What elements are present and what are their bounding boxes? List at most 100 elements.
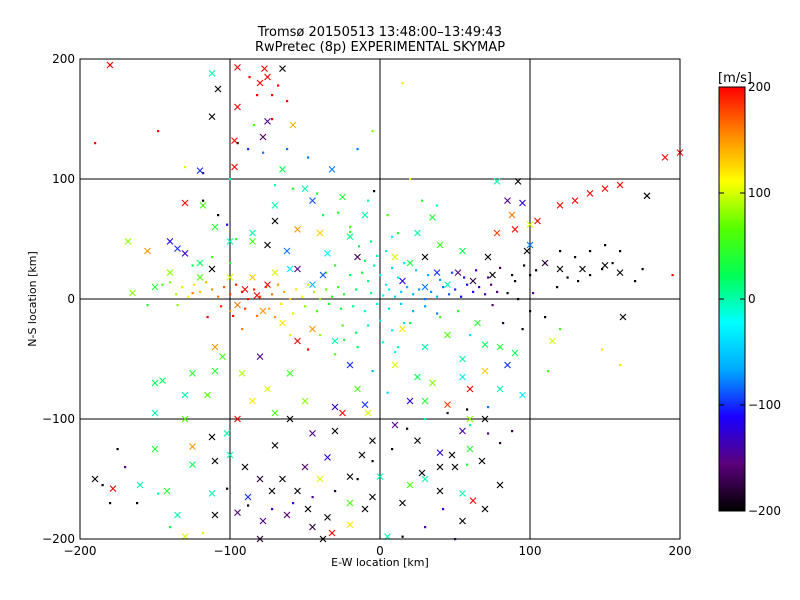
data-point-dot bbox=[355, 288, 358, 291]
data-point-dot bbox=[356, 478, 359, 481]
data-point-cross bbox=[324, 454, 331, 461]
data-point-cross bbox=[279, 65, 286, 72]
data-point-dot bbox=[262, 151, 265, 154]
data-point-dot bbox=[379, 274, 382, 277]
colorbar-tick-label: 100 bbox=[748, 186, 771, 200]
data-point-cross bbox=[619, 313, 627, 321]
data-point-cross bbox=[208, 113, 216, 120]
x-tick-label: 100 bbox=[519, 544, 542, 558]
data-point-dot bbox=[184, 166, 187, 169]
data-point-dot bbox=[496, 290, 499, 293]
data-point-cross bbox=[346, 499, 354, 507]
data-point-cross bbox=[369, 437, 376, 444]
data-point-dot bbox=[386, 391, 389, 394]
chart-title-line2: RwPretec (8p) EXPERIMENTAL SKYMAP bbox=[255, 40, 505, 55]
data-point-dot bbox=[424, 305, 427, 308]
data-point-dot bbox=[436, 312, 439, 315]
data-point-cross bbox=[268, 487, 276, 495]
data-point-cross bbox=[124, 238, 132, 245]
data-point-dot bbox=[457, 310, 460, 313]
data-point-cross bbox=[489, 271, 496, 279]
data-point-dot bbox=[521, 328, 524, 331]
data-point-cross bbox=[316, 475, 324, 483]
data-point-dot bbox=[253, 288, 256, 291]
data-point-cross bbox=[301, 397, 309, 405]
data-point-dot bbox=[400, 302, 403, 305]
data-point-dot bbox=[169, 281, 172, 284]
grid-lines bbox=[80, 59, 680, 539]
data-point-dot bbox=[436, 204, 439, 207]
data-point-cross bbox=[91, 475, 99, 483]
data-point-dot bbox=[379, 319, 382, 322]
data-point-cross bbox=[459, 355, 466, 363]
data-point-cross bbox=[264, 385, 271, 393]
data-point-cross bbox=[211, 223, 219, 231]
data-points bbox=[91, 61, 684, 543]
data-point-dot bbox=[604, 244, 607, 247]
data-point-cross bbox=[469, 277, 477, 285]
data-point-cross bbox=[484, 253, 492, 261]
data-point-cross bbox=[451, 463, 459, 471]
data-point-cross bbox=[324, 514, 331, 521]
data-point-cross bbox=[226, 451, 234, 459]
data-point-cross bbox=[163, 487, 171, 495]
data-point-cross bbox=[181, 199, 189, 207]
data-point-dot bbox=[157, 130, 160, 133]
data-point-dot bbox=[307, 348, 310, 351]
data-point-dot bbox=[206, 316, 209, 319]
data-point-cross bbox=[196, 274, 204, 281]
data-point-dot bbox=[202, 532, 205, 535]
data-point-dot bbox=[412, 293, 415, 296]
data-point-dot bbox=[229, 310, 232, 313]
data-point-dot bbox=[311, 496, 314, 499]
x-tick-label: −100 bbox=[214, 544, 247, 558]
data-point-cross bbox=[361, 505, 369, 513]
y-tick-label: −100 bbox=[42, 412, 75, 426]
data-point-dot bbox=[619, 250, 622, 253]
data-point-dot bbox=[577, 280, 580, 283]
y-tick-label: 200 bbox=[52, 52, 75, 66]
data-point-cross bbox=[283, 511, 291, 519]
data-point-dot bbox=[566, 276, 569, 279]
colorbar-title: [m/s] bbox=[718, 71, 752, 86]
data-point-dot bbox=[601, 348, 604, 351]
data-point-dot bbox=[466, 408, 469, 411]
data-point-dot bbox=[415, 269, 418, 272]
data-point-cross bbox=[421, 397, 429, 405]
data-point-dot bbox=[409, 178, 412, 181]
data-point-cross bbox=[279, 319, 286, 327]
data-point-cross bbox=[166, 238, 174, 245]
data-point-dot bbox=[169, 526, 172, 529]
data-point-cross bbox=[234, 103, 241, 111]
data-point-cross bbox=[256, 79, 264, 87]
data-point-dot bbox=[341, 324, 344, 327]
data-point-dot bbox=[466, 283, 469, 286]
data-point-cross bbox=[324, 250, 331, 257]
data-point-dot bbox=[386, 214, 389, 217]
data-point-cross bbox=[414, 437, 421, 444]
data-point-cross bbox=[244, 493, 252, 501]
data-point-cross bbox=[391, 361, 399, 369]
data-point-cross bbox=[309, 523, 316, 531]
data-point-dot bbox=[325, 288, 328, 291]
data-point-dot bbox=[181, 286, 184, 289]
data-point-cross bbox=[346, 361, 354, 369]
chart-title-line1: Tromsø 20150513 13:48:00–13:49:43 bbox=[257, 25, 502, 40]
data-point-cross bbox=[421, 343, 429, 351]
data-point-cross bbox=[414, 373, 421, 381]
data-point-dot bbox=[511, 274, 514, 277]
data-point-dot bbox=[460, 295, 463, 298]
data-point-cross bbox=[579, 265, 586, 273]
data-point-cross bbox=[514, 178, 522, 185]
data-point-dot bbox=[337, 286, 340, 289]
data-point-cross bbox=[241, 463, 249, 471]
data-point-cross bbox=[354, 253, 361, 261]
data-point-dot bbox=[292, 312, 295, 315]
data-point-dot bbox=[556, 286, 559, 289]
data-point-dot bbox=[367, 280, 370, 283]
data-point-cross bbox=[231, 163, 238, 171]
data-point-cross bbox=[189, 370, 196, 377]
data-point-cross bbox=[319, 271, 327, 279]
data-point-cross bbox=[421, 283, 429, 291]
data-point-dot bbox=[217, 214, 220, 217]
